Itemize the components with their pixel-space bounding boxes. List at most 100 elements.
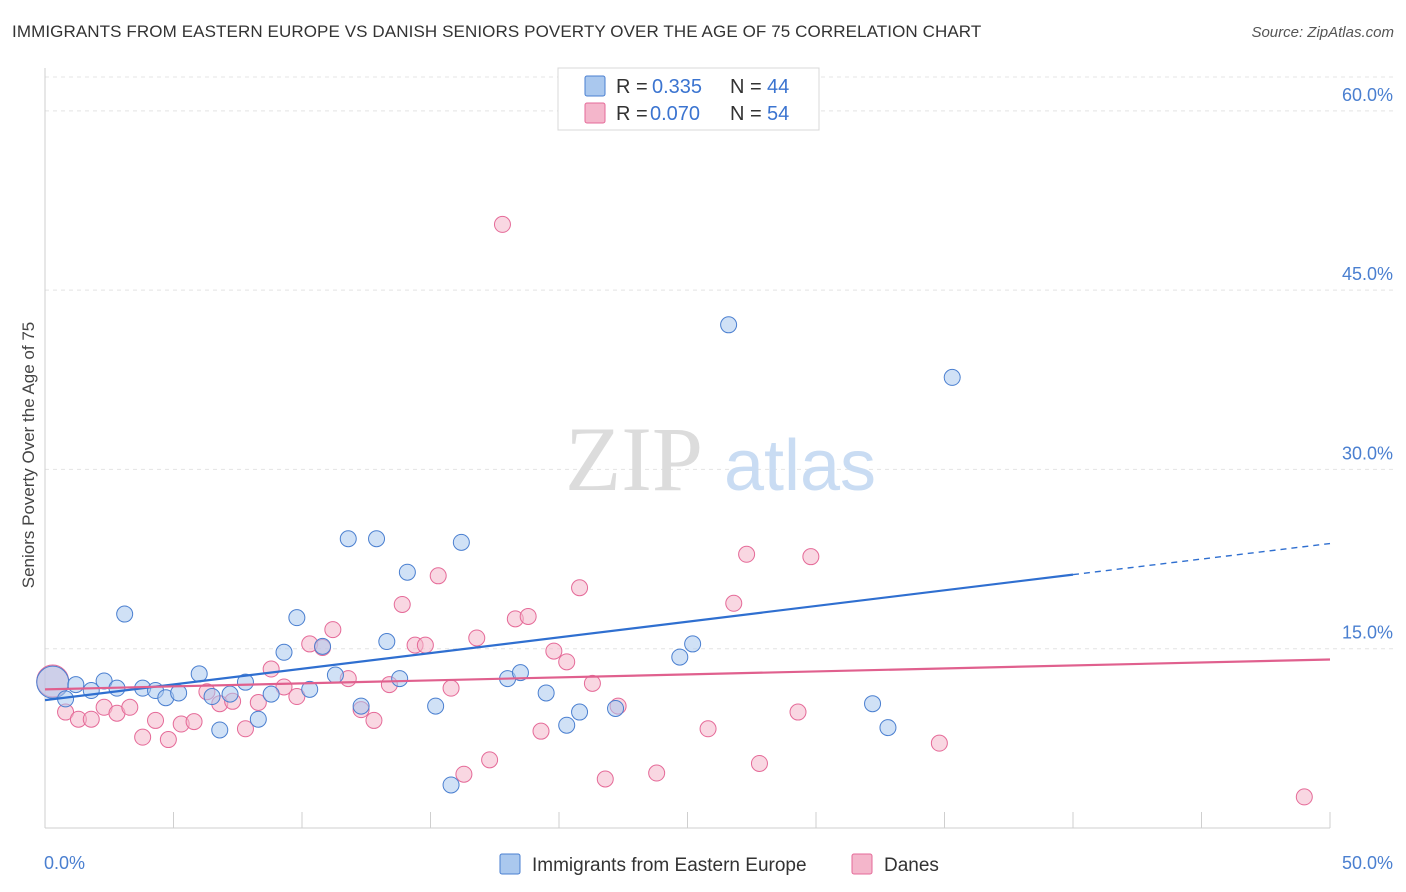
point-danes xyxy=(416,636,434,654)
point-danes xyxy=(82,710,100,728)
point-danes xyxy=(468,629,486,647)
point-eastern-europe xyxy=(288,609,306,627)
point-danes xyxy=(236,720,254,738)
point-danes xyxy=(288,688,306,706)
point-danes xyxy=(789,703,807,721)
watermark-zip: ZIP xyxy=(565,408,703,510)
point-eastern-europe xyxy=(452,533,470,551)
point-eastern-europe xyxy=(170,684,188,702)
point-eastern-europe xyxy=(671,648,689,666)
point-danes xyxy=(185,713,203,731)
x-tick-label: 0.0% xyxy=(44,853,85,873)
watermark-atlas: atlas xyxy=(724,426,876,506)
point-eastern-europe xyxy=(391,670,409,688)
series-legend-label-eastern: Immigrants from Eastern Europe xyxy=(532,855,807,876)
point-eastern-europe xyxy=(537,684,555,702)
axes xyxy=(44,68,1331,829)
watermark: ZIP atlas xyxy=(565,408,876,510)
point-eastern-europe xyxy=(116,605,134,623)
point-danes xyxy=(532,722,550,740)
point-danes xyxy=(249,694,267,711)
point-danes xyxy=(121,698,139,716)
point-danes xyxy=(365,711,383,729)
point-eastern-europe xyxy=(720,316,738,334)
point-danes xyxy=(262,660,280,678)
y-tick-label: 15.0% xyxy=(1342,623,1393,643)
stats-legend-n-value-2: 54 xyxy=(767,103,789,125)
point-danes xyxy=(738,545,756,563)
point-danes xyxy=(159,731,177,749)
point-eastern-europe xyxy=(943,368,961,386)
point-eastern-europe xyxy=(67,676,85,694)
point-eastern-europe xyxy=(684,635,702,653)
stats-legend-swatch-pink xyxy=(584,102,606,124)
point-danes xyxy=(596,770,614,788)
stats-legend-n-label-1: N = xyxy=(730,76,762,98)
point-eastern-europe xyxy=(221,685,239,703)
point-eastern-europe xyxy=(368,530,386,548)
point-eastern-europe xyxy=(314,637,332,655)
y-axis-label: Seniors Poverty Over the Age of 75 xyxy=(19,322,38,588)
stats-legend-r-label-2: R = xyxy=(616,103,648,125)
point-danes xyxy=(324,621,342,639)
series-legend: Immigrants from Eastern Europe Danes xyxy=(499,853,939,876)
point-danes xyxy=(493,215,511,233)
trend-line-eastern-europe xyxy=(44,573,1074,702)
stats-legend: R = 0.335 N = 44 R = 0.070 N = 54 xyxy=(557,67,820,131)
point-danes xyxy=(519,607,537,625)
trend-line-danes xyxy=(44,658,1331,691)
y-tick-label: 45.0% xyxy=(1342,264,1393,284)
point-eastern-europe xyxy=(352,697,370,715)
chart-title: IMMIGRANTS FROM EASTERN EUROPE VS DANISH… xyxy=(12,22,982,41)
point-eastern-europe xyxy=(262,685,280,703)
point-danes xyxy=(545,642,563,660)
point-eastern-europe xyxy=(864,695,882,713)
point-eastern-europe xyxy=(427,697,445,715)
point-danes xyxy=(699,720,717,738)
point-eastern-europe xyxy=(236,673,254,691)
point-danes xyxy=(147,711,165,729)
trend-line-eastern-europe-extension xyxy=(1072,542,1331,576)
point-eastern-europe xyxy=(511,664,529,682)
point-danes xyxy=(1295,788,1313,806)
point-danes xyxy=(393,595,411,613)
grid xyxy=(45,76,1395,650)
point-danes xyxy=(725,594,743,612)
point-eastern-europe xyxy=(442,776,460,794)
point-danes xyxy=(583,674,601,692)
point-danes xyxy=(455,765,473,783)
point-eastern-europe xyxy=(203,688,221,706)
point-danes xyxy=(802,548,820,566)
point-danes xyxy=(930,734,948,752)
series-eastern-europe xyxy=(36,316,961,794)
point-danes xyxy=(134,728,152,746)
point-eastern-europe xyxy=(301,680,319,698)
point-danes xyxy=(429,567,447,585)
point-eastern-europe xyxy=(378,633,396,651)
point-eastern-europe xyxy=(190,665,208,683)
point-danes xyxy=(481,751,499,769)
x-tick-label: 50.0% xyxy=(1342,853,1393,873)
stats-legend-n-value-1: 44 xyxy=(767,76,789,98)
y-tick-labels: 15.0% 30.0% 45.0% 60.0% xyxy=(1342,85,1393,643)
point-danes xyxy=(442,679,460,697)
point-eastern-europe xyxy=(879,719,897,737)
series-legend-swatch-danes xyxy=(851,853,873,875)
point-danes xyxy=(648,764,666,782)
stats-legend-r-label-1: R = xyxy=(616,76,648,98)
trend-lines xyxy=(44,542,1331,702)
point-eastern-europe xyxy=(398,563,416,581)
point-eastern-europe xyxy=(339,530,357,548)
point-eastern-europe xyxy=(571,703,589,721)
point-eastern-europe xyxy=(275,643,293,661)
x-tick-labels: 0.0% 50.0% xyxy=(44,853,1393,873)
point-danes xyxy=(571,579,589,597)
series-legend-label-danes: Danes xyxy=(884,855,939,876)
stats-legend-r-value-1: 0.335 xyxy=(652,76,702,98)
point-eastern-europe xyxy=(249,710,267,728)
point-eastern-europe xyxy=(558,716,576,734)
point-eastern-europe xyxy=(607,699,625,717)
y-tick-label: 30.0% xyxy=(1342,443,1393,463)
stats-legend-r-value-2: 0.070 xyxy=(650,103,700,125)
